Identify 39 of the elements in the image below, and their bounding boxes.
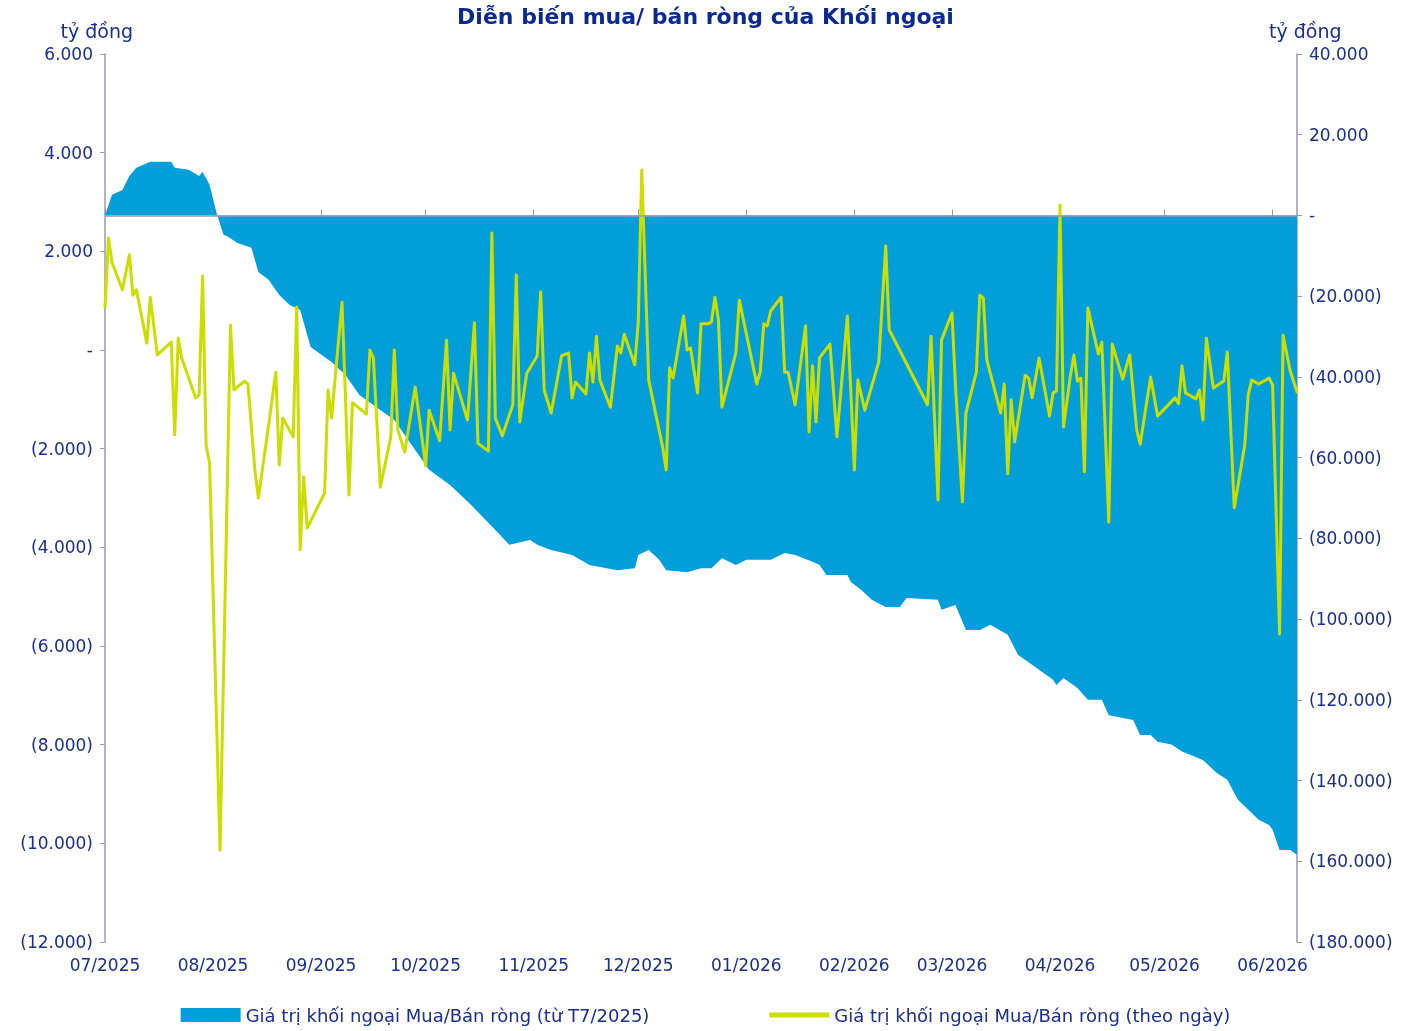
y2-tick-label: 40.000 [1309, 44, 1369, 64]
x-tick-label: 06/2026 [1237, 954, 1308, 975]
x-tick-label: 01/2026 [711, 954, 782, 975]
y-tick-label: 4.000 [44, 142, 93, 163]
y-tick-label: (6.000) [31, 636, 93, 656]
y-tick-label: (4.000) [31, 537, 93, 558]
y2-tick-label: (140.000) [1309, 770, 1393, 791]
x-tick-label: 11/2025 [498, 954, 570, 975]
y2-tick-label: - [1309, 205, 1316, 226]
y-tick-label: - [86, 340, 93, 360]
x-tick-label: 03/2026 [916, 954, 988, 975]
x-tick-label: 02/2026 [819, 954, 890, 975]
y2-tick-label: (20.000) [1309, 286, 1382, 307]
y-tick-label: (8.000) [31, 734, 93, 755]
y-tick-label: 6.000 [44, 44, 93, 64]
y2-tick-label: (100.000) [1309, 609, 1393, 630]
x-tick-label: 09/2025 [285, 954, 357, 975]
legend-label: Giá trị khối ngoại Mua/Bán ròng (từ T7/2025) [245, 1004, 650, 1026]
y-tick-label: 2.000 [44, 241, 93, 262]
y-tick-label: (10.000) [20, 833, 93, 854]
x-tick-label: 07/2025 [69, 954, 141, 975]
y2-tick-label: 20.000 [1309, 124, 1369, 145]
y2-axis-title: tỷ đồng [1269, 19, 1342, 42]
x-tick-label: 04/2026 [1024, 954, 1096, 975]
y-tick-label: (2.000) [31, 438, 93, 459]
y2-tick-label: (60.000) [1309, 447, 1382, 468]
legend-label: Giá trị khối ngoại Mua/Bán ròng (theo ngày) [834, 1004, 1231, 1026]
y2-tick-label: (80.000) [1309, 528, 1382, 549]
x-tick-label: 10/2025 [390, 954, 461, 975]
y2-tick-label: (40.000) [1309, 366, 1382, 387]
y-axis-title: tỷ đồng [60, 19, 133, 42]
x-tick-label: 08/2025 [177, 954, 249, 975]
y-tick-label: (12.000) [20, 932, 93, 952]
y2-tick-label: (160.000) [1309, 851, 1393, 872]
chart-title: Diễn biến mua/ bán ròng của Khối ngoại [457, 3, 954, 29]
y2-tick-label: (120.000) [1309, 689, 1393, 710]
x-tick-label: 05/2026 [1129, 954, 1200, 975]
y2-tick-label: (180.000) [1309, 932, 1393, 952]
x-tick-label: 12/2025 [602, 954, 674, 975]
